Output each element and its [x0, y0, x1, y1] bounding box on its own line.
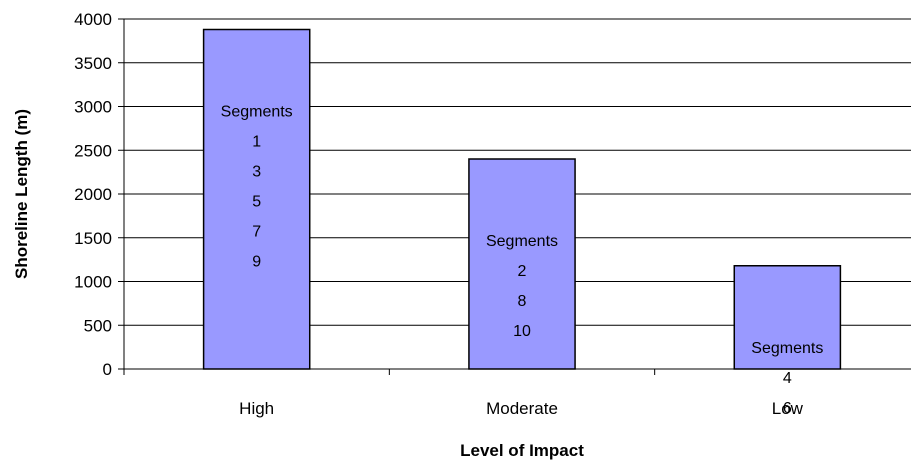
bar-moderate	[468, 158, 576, 370]
bar-annotation: 5	[252, 194, 261, 211]
bar-annotation: Segments	[486, 233, 558, 250]
axes	[118, 18, 911, 375]
y-tick-label: 4000	[74, 10, 112, 29]
bar-annotation: 1	[252, 134, 261, 151]
bar-annotation: 8	[518, 293, 527, 310]
x-axis-title: Level of Impact	[460, 441, 584, 460]
bars	[202, 28, 842, 370]
y-tick-label: 1500	[74, 229, 112, 248]
bar-annotation: 2	[518, 263, 527, 280]
y-tick-labels: 0 500 1000 1500 2000 2500 3000 3500 4000	[74, 10, 112, 379]
bar-annotation: 10	[513, 323, 531, 340]
bar-annotations: Segments 1 3 5 7 9 Segments 2 8 10 Segments 4 6	[221, 104, 824, 417]
y-axis-title: Shoreline Length (m)	[12, 109, 31, 279]
x-category-label: Moderate	[486, 399, 558, 418]
x-category-label: Low	[772, 399, 804, 418]
bar-high	[202, 28, 311, 370]
y-tick-label: 2000	[74, 185, 112, 204]
x-category-labels: High Moderate Low	[239, 399, 803, 418]
bar-annotation: 9	[252, 254, 261, 271]
bar-annotation: Segments	[221, 104, 293, 121]
bar-annotation: Segments	[751, 340, 823, 357]
x-category-label: High	[239, 399, 274, 418]
y-tick-label: 0	[103, 360, 112, 379]
y-tick-label: 500	[84, 316, 112, 335]
y-tick-label: 3000	[74, 98, 112, 117]
bar-annotation: 6	[783, 400, 792, 417]
bar-low	[733, 265, 842, 370]
bar-annotation: 7	[252, 224, 261, 241]
bar-annotation: 3	[252, 164, 261, 181]
y-tick-label: 1000	[74, 273, 112, 292]
y-tick-label: 3500	[74, 54, 112, 73]
bar-annotation: 4	[783, 370, 792, 387]
y-tick-label: 2500	[74, 141, 112, 160]
